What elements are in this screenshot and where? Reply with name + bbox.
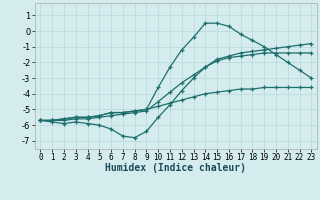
X-axis label: Humidex (Indice chaleur): Humidex (Indice chaleur): [105, 163, 246, 173]
